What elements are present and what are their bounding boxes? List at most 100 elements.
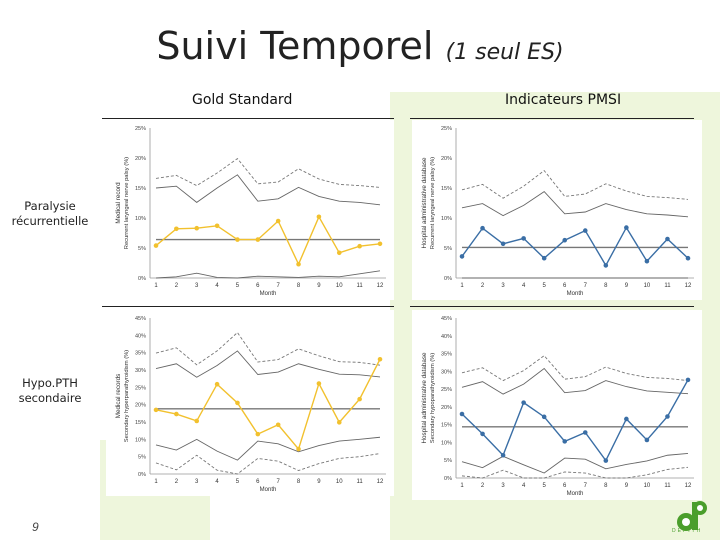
y-axis-sublabel: Secondary hyperparathyroidism (%) (124, 350, 130, 443)
x-tick-label: 11 (357, 479, 364, 485)
series-line-upper-limit-99 (155, 157, 381, 188)
data-point (316, 381, 322, 386)
x-tick-label: 4 (522, 483, 526, 489)
slide-title-sub: (1 seul ES) (445, 40, 564, 65)
x-tick-label: 9 (317, 479, 321, 485)
y-tick-label: 40% (135, 333, 146, 339)
x-tick-label: 1 (154, 283, 158, 289)
y-axis-sublabel: Recurrent laryngeal nerve palsy (%) (430, 157, 436, 250)
x-axis-label: Month (260, 291, 277, 297)
y-tick-label: 10% (135, 437, 146, 443)
data-point (624, 225, 629, 230)
data-point (541, 255, 547, 261)
y-axis-label: Hospital administrative database (421, 352, 428, 444)
x-axis-label: Month (567, 291, 584, 297)
divider-mid-left (102, 306, 394, 307)
data-point (235, 237, 240, 242)
y-tick-label: 15% (441, 186, 452, 192)
x-tick-label: 2 (175, 479, 179, 485)
x-tick-label: 3 (195, 283, 199, 289)
chart-svg: 0%5%10%15%20%25%1 2 3 4 5 6 7 8 9 10 11 12MonthMedi… (115, 126, 386, 297)
data-point (562, 439, 568, 444)
y-tick-label: 10% (135, 216, 146, 222)
y-axis-label: Medical records (115, 374, 122, 418)
divider-top-right (410, 118, 694, 119)
y-tick-label: 45% (135, 316, 146, 322)
x-tick-label: 2 (481, 283, 485, 289)
y-axis-label: Hospital administrative database (421, 157, 428, 249)
x-tick-label: 2 (481, 483, 485, 489)
x-tick-label: 7 (584, 283, 588, 289)
page-number: 9 (32, 520, 39, 534)
chart-paralysie-pmsi: 0% 5% 10% 15% 20% 25% 1 2 3 4 5 6 7 8 9 10 11 12 Month Hosp… (412, 120, 702, 300)
data-point (296, 261, 301, 267)
data-point (194, 225, 200, 231)
y-tick-label: 40% (441, 334, 452, 340)
series-line-upper-limit-95 (461, 367, 689, 395)
data-point (459, 254, 465, 259)
y-tick-label: 10% (441, 440, 452, 446)
x-tick-label: 12 (685, 483, 692, 489)
chart-svg: 0%5%10%15%20%25%1 2 3 4 5 6 7 8 9 10 11 12MonthHosp… (421, 126, 694, 297)
chart-svg: 0%5%10%15%20%25%30%35%40%45%1 2 3 4 5 6 7 8 9 10 1… (421, 316, 694, 497)
data-point (357, 243, 362, 249)
divider-top-left (102, 118, 394, 119)
x-tick-label: 4 (522, 283, 526, 289)
x-tick-label: 10 (644, 483, 651, 489)
x-tick-label: 12 (377, 283, 384, 289)
x-tick-label: 12 (377, 479, 384, 485)
x-axis-label: Month (260, 487, 277, 493)
chart-hypopth-pmsi: 0% 5% 10% 15% 20% 25% 30% 35% 40% 45% 1 2 3 4 5 6 7 8 9 10 1… (412, 310, 702, 500)
y-tick-label: 35% (441, 352, 452, 358)
x-tick-label: 6 (563, 283, 567, 289)
series-line-rate (461, 226, 689, 267)
series-line-upper-limit-99 (461, 355, 689, 382)
y-tick-label: 0% (444, 276, 452, 282)
series-line-upper-limit-99 (461, 169, 689, 200)
data-point (214, 381, 220, 387)
series-line-rate (461, 379, 689, 462)
x-tick-label: 9 (317, 283, 321, 289)
data-point (174, 411, 179, 417)
divider-mid-right (410, 306, 694, 307)
data-point (153, 243, 159, 248)
y-tick-label: 5% (138, 455, 146, 461)
y-tick-label: 10% (441, 216, 452, 222)
chart-svg: 0%5%10%15%20%25%30%35%40%45%1 2 3 4 5 6 7 8 9 10 1… (115, 316, 386, 493)
y-tick-label: 20% (135, 403, 146, 409)
y-tick-label: 25% (441, 387, 452, 393)
x-tick-label: 11 (664, 483, 671, 489)
x-tick-label: 3 (195, 479, 199, 485)
series-line-lower-limit-95 (461, 453, 689, 474)
y-tick-label: 0% (444, 476, 452, 482)
data-point (562, 237, 568, 243)
x-tick-label: 7 (277, 479, 281, 485)
series-line-upper-limit-95 (155, 174, 381, 206)
x-tick-label: 7 (584, 483, 588, 489)
data-point (480, 431, 485, 437)
data-point (500, 241, 506, 247)
x-tick-label: 5 (543, 283, 547, 289)
x-tick-label: 11 (664, 283, 671, 289)
data-point (194, 418, 200, 424)
x-tick-label: 12 (685, 283, 692, 289)
y-tick-label: 25% (441, 126, 452, 132)
y-tick-label: 0% (138, 472, 146, 478)
y-tick-label: 30% (441, 369, 452, 375)
x-tick-label: 9 (625, 483, 629, 489)
data-point (296, 446, 301, 452)
x-tick-label: 6 (256, 479, 260, 485)
x-tick-label: 6 (563, 483, 567, 489)
x-tick-label: 8 (297, 479, 301, 485)
y-tick-label: 20% (441, 156, 452, 162)
slide-title-main: Suivi Temporel (156, 24, 446, 68)
series-line-upper-limit-95 (461, 191, 689, 218)
row-label-hypopth: Hypo.PTH secondaire (18, 376, 82, 405)
y-tick-label: 15% (441, 423, 452, 429)
data-point (459, 411, 465, 417)
data-point (316, 214, 322, 220)
data-point (275, 422, 281, 428)
y-tick-label: 45% (441, 316, 452, 322)
column-header-pmsi: Indicateurs PMSI (505, 92, 622, 108)
data-point (665, 414, 670, 419)
